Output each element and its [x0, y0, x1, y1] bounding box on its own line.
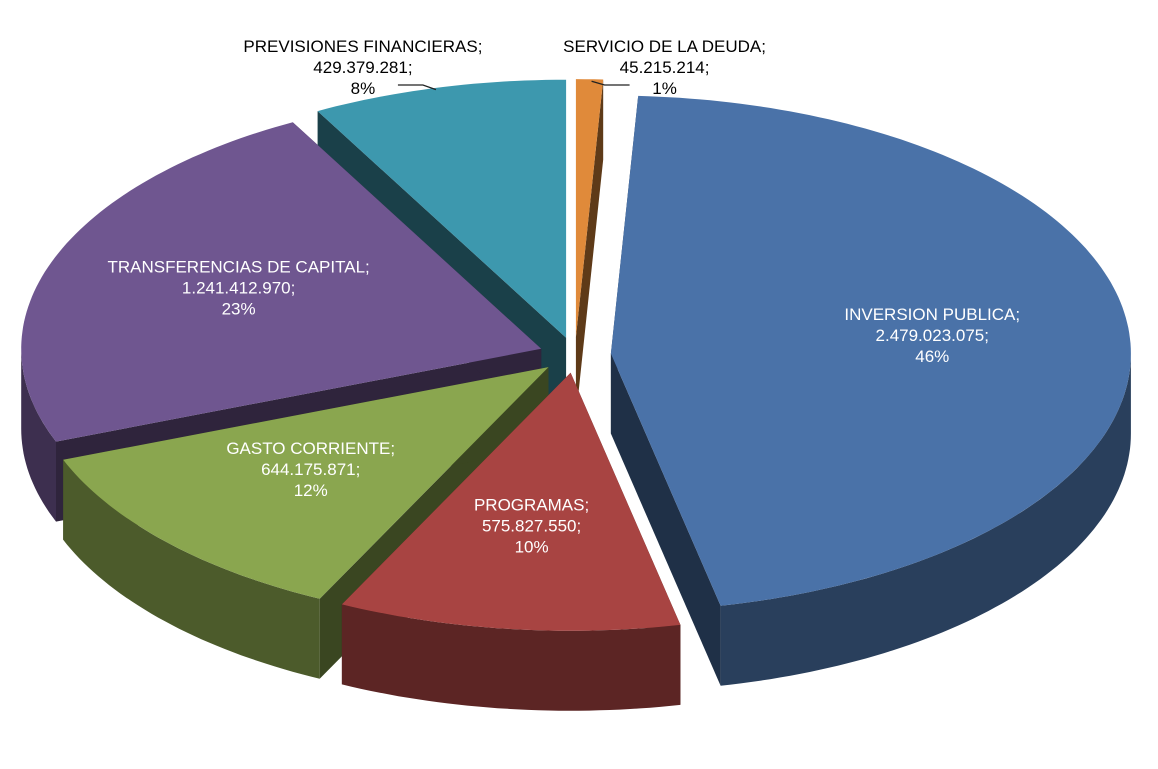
label-separator: ;: [1015, 305, 1020, 324]
slice-wall: [341, 604, 681, 711]
slice: [610, 95, 1131, 686]
leader-line: [397, 84, 437, 91]
label-separator: ;: [390, 439, 395, 458]
leader-line: [591, 80, 630, 86]
slice-top: [610, 95, 1131, 606]
label-separator: ;: [584, 496, 589, 515]
slice: [575, 79, 604, 418]
slice-top: [341, 372, 681, 631]
slice-wall: [720, 353, 1131, 686]
label-line: GASTO CORRIENTE: [226, 439, 390, 458]
label-line: SERVICIO DE LA DEUDA: [563, 37, 762, 56]
label-line: 575.827.550: [482, 517, 577, 536]
label-separator: ;: [705, 58, 710, 77]
label-separator: ;: [478, 37, 483, 56]
label-line: PREVISIONES FINANCIERAS: [243, 37, 477, 56]
label-line: 10%: [515, 538, 549, 557]
label-line: 8%: [351, 79, 376, 98]
slice-top: [63, 367, 549, 599]
data-label: GASTO CORRIENTE; 644.175.871; 12%: [226, 439, 395, 500]
slice: [341, 372, 681, 711]
label-line: 429.379.281: [313, 58, 408, 77]
slice-top: [317, 79, 567, 338]
label-line: 644.175.871: [261, 460, 356, 479]
label-line: 1%: [652, 79, 677, 98]
label-line: 12%: [294, 481, 328, 500]
label-line: INVERSION PUBLICA: [844, 305, 1016, 324]
label-separator: ;: [761, 37, 766, 56]
label-line: 2.479.023.075: [876, 326, 985, 345]
data-label: TRANSFERENCIAS DE CAPITAL; 1.241.412.970;…: [107, 258, 369, 319]
slice-side: [575, 79, 604, 418]
slice-wall: [63, 459, 320, 679]
label-separator: ;: [365, 258, 370, 277]
label-separator: ;: [408, 58, 413, 77]
label-separator: ;: [984, 326, 989, 345]
label-line: PROGRAMAS: [474, 496, 585, 515]
data-label: SERVICIO DE LA DEUDA; 45.215.214; 1%: [563, 37, 766, 98]
label-line: 46%: [915, 347, 949, 366]
data-label: PREVISIONES FINANCIERAS; 429.379.281; 8%: [243, 37, 482, 98]
label-line: 1.241.412.970: [182, 279, 291, 298]
label-separator: ;: [356, 460, 361, 479]
slice-top: [575, 79, 604, 338]
data-label: INVERSION PUBLICA; 2.479.023.075; 46%: [844, 305, 1020, 366]
label-line: TRANSFERENCIAS DE CAPITAL: [107, 258, 365, 277]
label-line: 45.215.214: [620, 58, 705, 77]
slice-wall: [21, 348, 56, 522]
slice-top: [21, 122, 542, 442]
label-line: 23%: [222, 300, 256, 319]
slice-side: [610, 353, 721, 686]
data-label: PROGRAMAS; 575.827.550; 10%: [474, 496, 589, 557]
label-separator: ;: [576, 517, 581, 536]
label-separator: ;: [291, 279, 296, 298]
